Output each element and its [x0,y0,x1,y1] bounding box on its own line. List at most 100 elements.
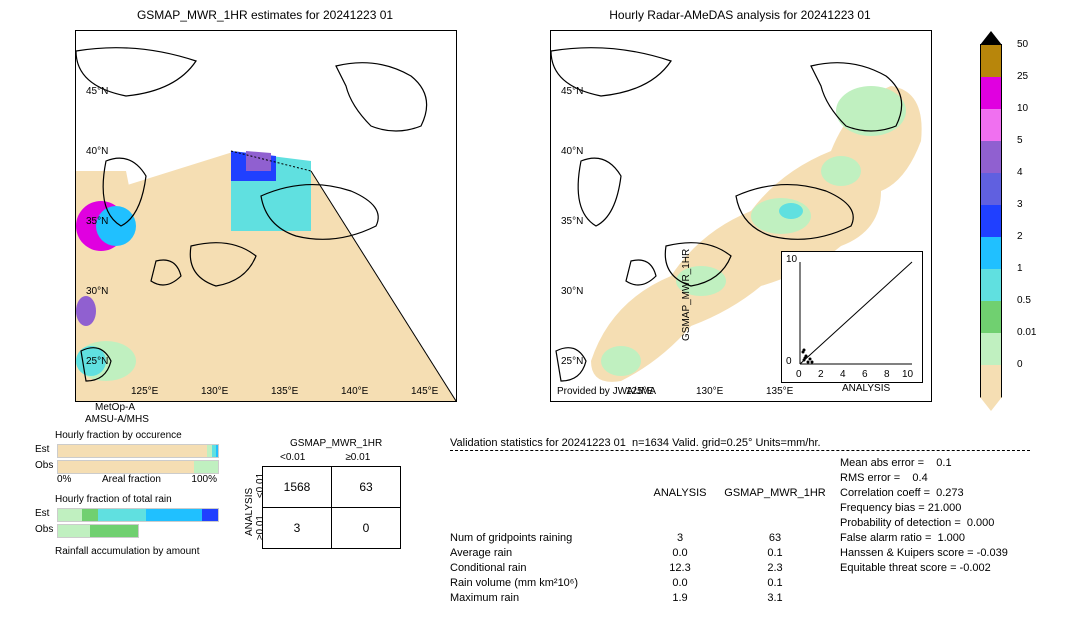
colorbar-segment [981,365,1001,397]
cont-axis-y: ANALYSIS [244,488,255,536]
frac-seg [58,445,207,457]
colorbar-label: 1 [1017,263,1023,274]
right-map-title: Hourly Radar-AMeDAS analysis for 2024122… [550,8,930,22]
validation-row: Num of gridpoints raining363 [450,531,830,546]
frac-bar-obs [57,460,219,474]
frac-obs-label: Obs [35,524,53,535]
scatter-ytick: 10 [786,254,797,265]
left-map-svg [76,31,456,401]
lat-tick: 40°N [561,146,583,157]
frac-bar-est [57,508,219,522]
colorbar-segment [981,141,1001,173]
cont-col2: ≥0.01 [345,452,370,463]
frac-seg [90,525,138,537]
validation-row: Conditional rain12.32.3 [450,561,830,576]
scatter-xtick: 6 [862,369,868,380]
lat-tick: 25°N [86,356,108,367]
colorbar-label: 4 [1017,167,1023,178]
lat-tick: 45°N [86,86,108,97]
scatter-inset: 0 2 4 6 8 10 0 10 ANALYSIS [781,251,923,383]
lat-tick: 30°N [86,286,108,297]
lon-tick: 130°E [201,386,228,397]
scatter-xtick: 0 [796,369,802,380]
frac3-title: Rainfall accumulation by amount [55,546,200,557]
frac-seg [58,525,90,537]
frac-bar-obs [57,524,139,538]
validation-metric: Mean abs error = 0.1 [840,456,1008,471]
frac-seg [146,509,202,521]
cont-row-high: ≥0.01 [255,515,266,540]
frac-seg [194,461,218,473]
frac-bar-est [57,444,219,458]
lon-tick: 130°E [696,386,723,397]
cont-cell: 0 [332,508,401,549]
frac-seg [58,509,82,521]
frac-axis-hi: 100% [191,474,217,485]
scatter-xtick: 8 [884,369,890,380]
lat-tick: 30°N [561,286,583,297]
frac-seg [82,509,98,521]
validation-metric: Equitable threat score = -0.002 [840,561,1008,576]
frac-axis-lo: 0% [57,474,71,485]
left-map: 45°N 40°N 35°N 30°N 25°N 125°E 130°E 135… [75,30,457,402]
scatter-xtick: 4 [840,369,846,380]
left-map-title: GSMAP_MWR_1HR estimates for 20241223 01 [75,8,455,22]
validation-metric: Probability of detection = 0.000 [840,516,1008,531]
scatter-ylabel: GSMAP_MWR_1HR [681,249,701,341]
frac-est-label: Est [35,508,49,519]
colorbar-arrow-top [980,31,1002,45]
frac-seg [202,509,218,521]
colorbar-label: 0.01 [1017,327,1036,338]
lat-tick: 40°N [86,146,108,157]
lat-tick: 25°N [561,356,583,367]
colorbar-label: 10 [1017,103,1028,114]
validation-row: Rain volume (mm km²10⁶)0.00.1 [450,576,830,591]
frac-seg [216,445,218,457]
lat-tick: 35°N [86,216,108,227]
validation-row: Average rain0.00.1 [450,546,830,561]
provided-by: Provided by JWA/JMA [557,386,656,397]
validation-metric: Frequency bias = 21.000 [840,501,1008,516]
validation-metric: RMS error = 0.4 [840,471,1008,486]
scatter-ytick: 0 [786,356,792,367]
colorbar-label: 3 [1017,199,1023,210]
lon-tick: 125°E [131,386,158,397]
frac1-title: Hourly fraction by occurence [55,430,182,441]
validation-metric: Hanssen & Kuipers score = -0.039 [840,546,1008,561]
cont-col1: <0.01 [280,452,305,463]
colorbar-segment [981,333,1001,365]
colorbar-segment [981,269,1001,301]
colorbar-label: 0 [1017,359,1023,370]
colorbar-label: 50 [1017,39,1028,50]
colorbar: 502510543210.50.010 [980,44,1002,398]
frac-est-label: Est [35,444,49,455]
colorbar-segment [981,77,1001,109]
frac-seg [58,461,194,473]
colorbar-segment [981,109,1001,141]
validation-row: Maximum rain1.93.1 [450,591,830,606]
frac2-title: Hourly fraction of total rain [55,494,172,505]
cont-cell: 63 [332,467,401,508]
right-map: 45°N 40°N 35°N 30°N 25°N 125°E 130°E 135… [550,30,932,402]
colorbar-segment [981,45,1001,77]
cont-row-low: <0.01 [255,473,266,498]
scatter-xlabel: ANALYSIS [842,383,890,394]
cont-cell: 1568 [263,467,332,508]
frac-seg [98,509,146,521]
sat-name: MetOp-A [95,402,135,413]
colorbar-segment [981,205,1001,237]
validation-metric: False alarm ratio = 1.000 [840,531,1008,546]
validation-header: Validation statistics for 20241223 01 n=… [450,436,821,451]
cont-title: GSMAP_MWR_1HR [290,438,382,449]
colorbar-label: 25 [1017,71,1028,82]
validation-metric: Correlation coeff = 0.273 [840,486,1008,501]
colorbar-segment [981,173,1001,205]
val-colh: GSMAP_MWR_1HR [720,486,830,501]
lon-tick: 135°E [766,386,793,397]
validation-table: ANALYSIS GSMAP_MWR_1HR Num of gridpoints… [450,456,830,621]
colorbar-segment [981,237,1001,269]
colorbar-label: 2 [1017,231,1023,242]
lon-tick: 140°E [341,386,368,397]
frac-axis-mid: Areal fraction [102,474,161,485]
contingency-table: 1568 63 3 0 [262,466,401,549]
